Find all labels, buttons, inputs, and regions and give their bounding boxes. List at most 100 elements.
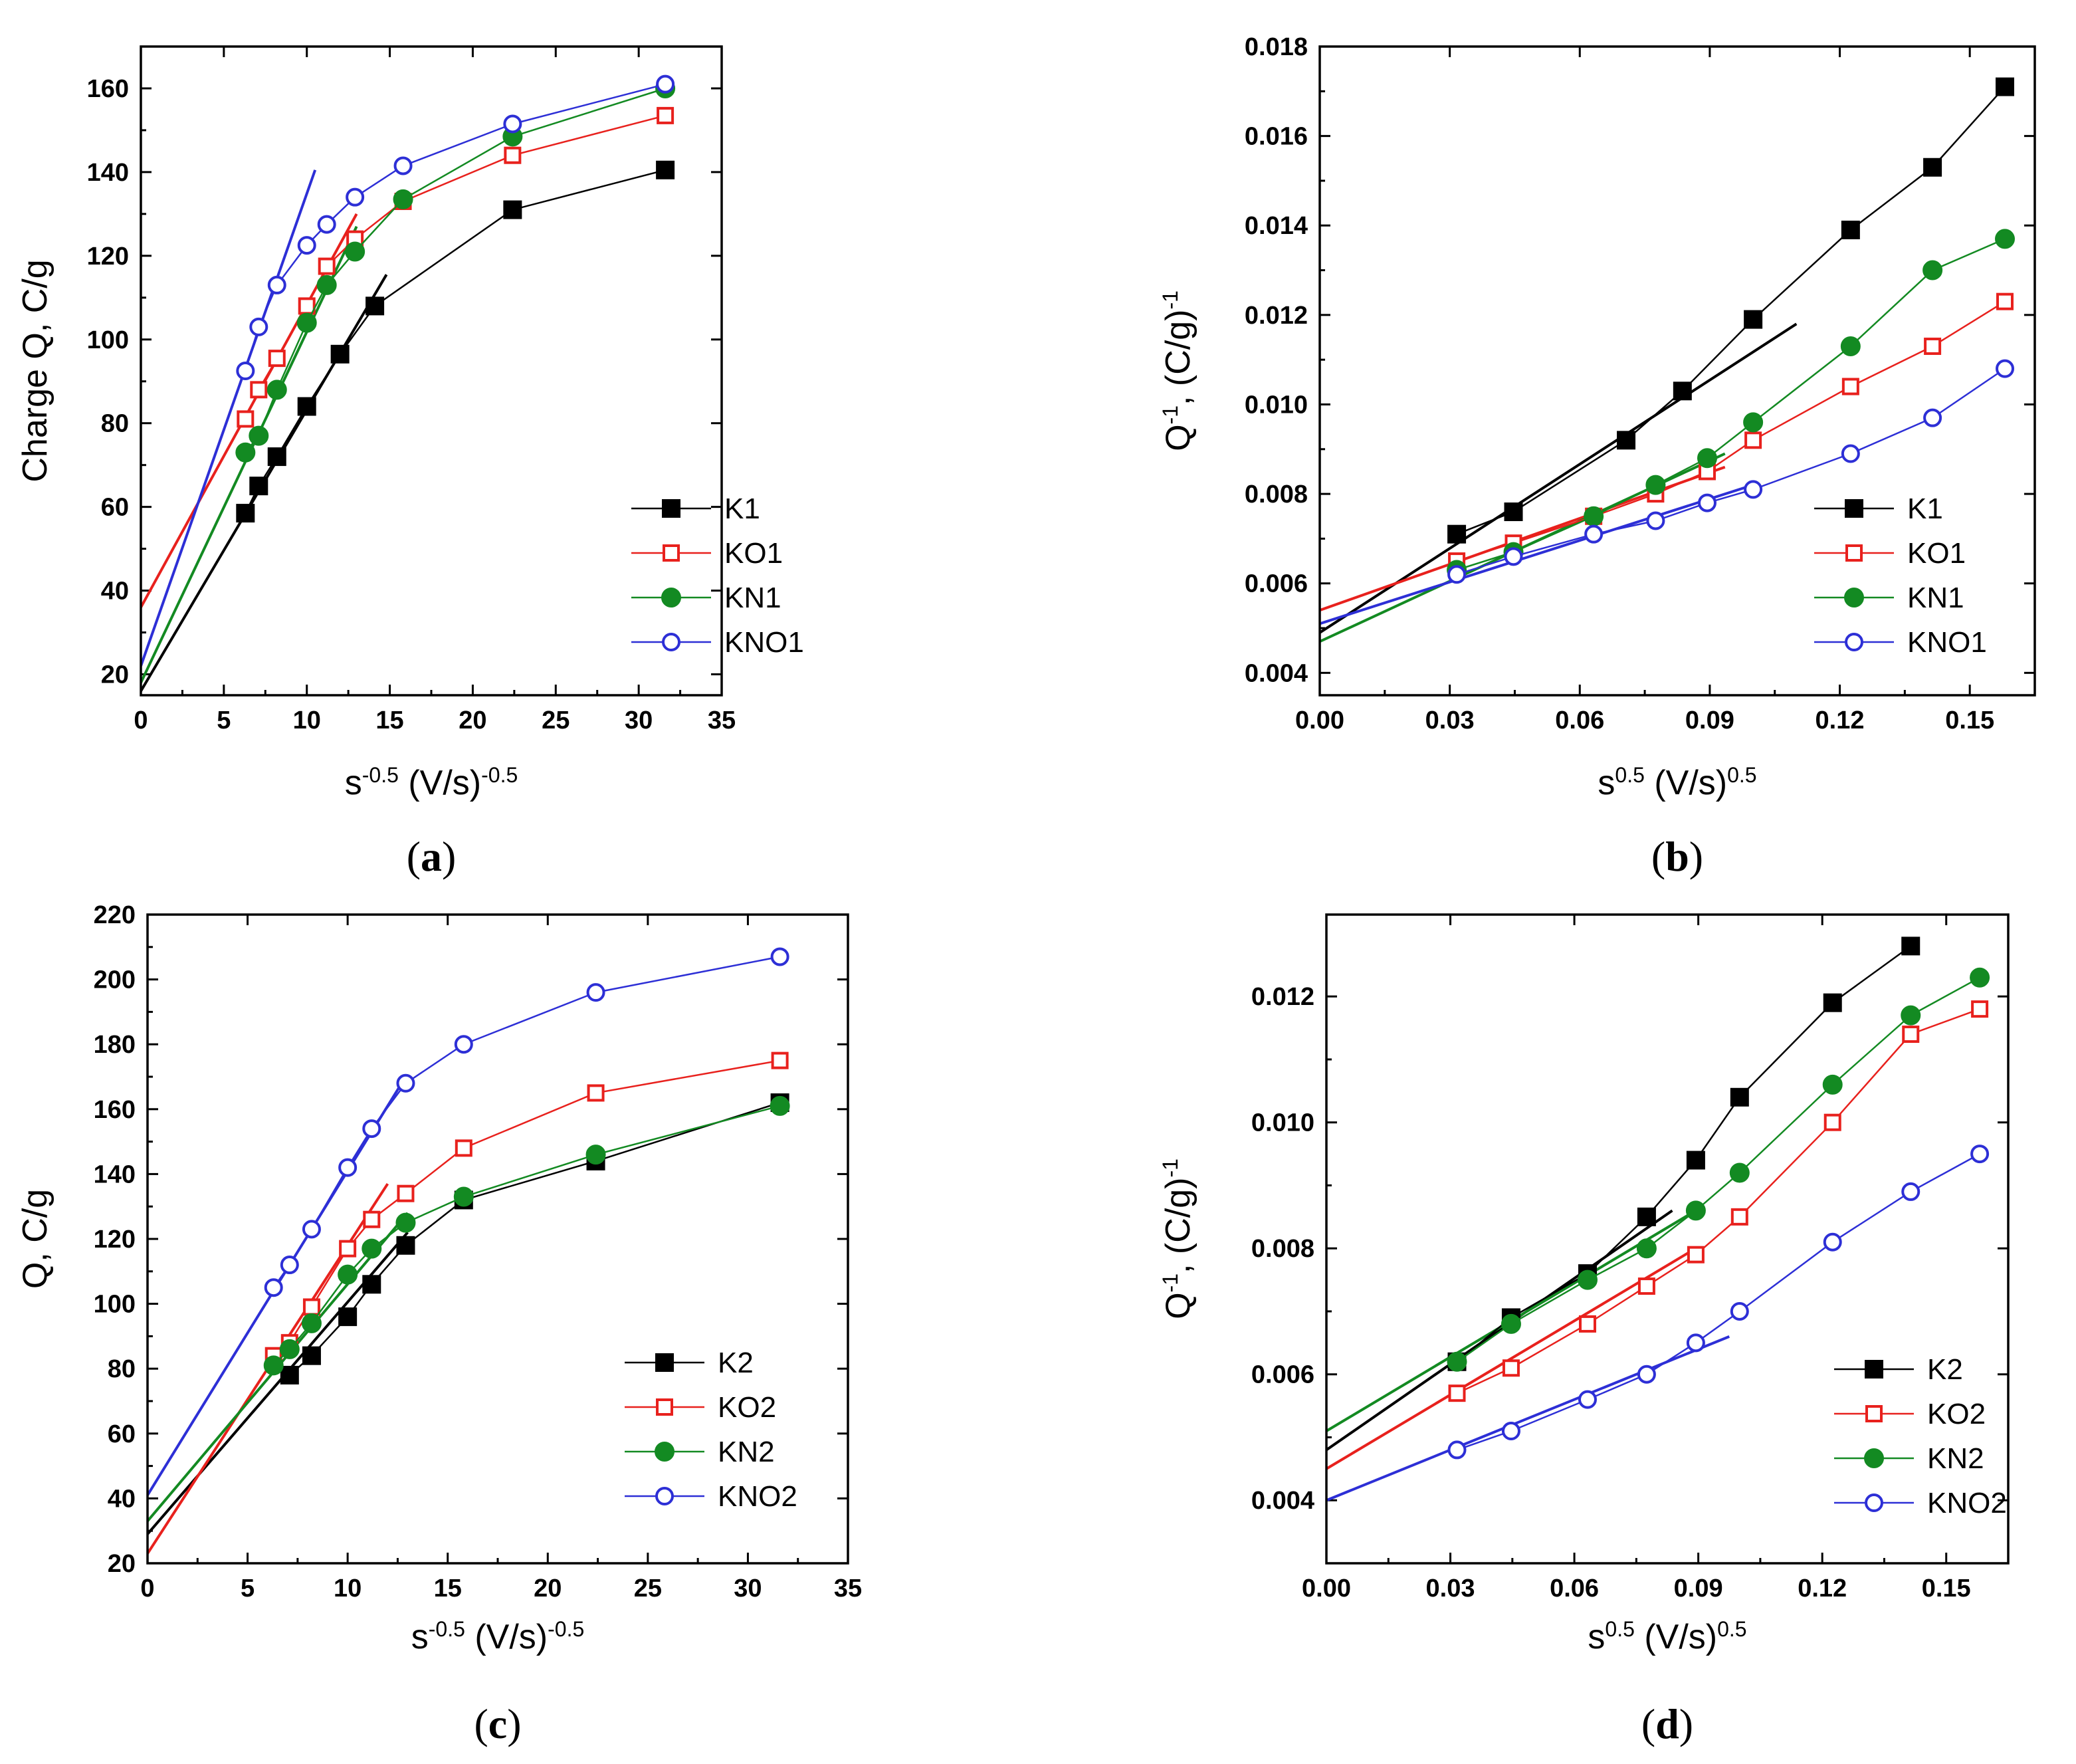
data-point-kn2 [279,1339,300,1359]
data-point-k1 [656,160,675,179]
series-kno2 [1447,1145,1990,1460]
y-tick-label: 140 [87,159,129,187]
data-point-ko1 [1841,378,1859,395]
y-axis-title-part-1: -1 [1158,405,1182,424]
data-point-kno1 [249,317,268,336]
panel-label-open: ( [407,833,421,880]
data-point-k1 [267,447,286,467]
panel-label-open: ( [474,1700,488,1747]
data-point-ko1 [657,106,675,124]
legend: K2 KO2 KN2 KNO2 [625,1347,797,1513]
panel-d: 0.00 0.03 0.06 0.09 0.12 0.15 0.004 0.006 0.008 0… [1156,904,2043,1747]
data-point-kno1 [503,114,522,134]
data-point-ko1 [298,297,316,315]
x-tick-label: 0.09 [1674,1575,1723,1602]
x-axis-title: s-0.5 (V/s)-0.5 [345,763,518,802]
y-tick-label: 180 [94,1031,136,1059]
y-tick-label: 0.012 [1245,302,1308,330]
legend-marker [1845,499,1863,518]
legend-marker [1864,1448,1884,1468]
data-point-kno2 [1730,1301,1749,1321]
plot-frame [1325,913,2010,1565]
x-tick-label: 20 [459,707,486,734]
y-tick-label: 60 [101,494,129,522]
legend-label: K2 [718,1347,754,1379]
legend-marker [656,1398,673,1416]
data-point-ko2 [1578,1315,1596,1333]
x-axis-title-part-3: 0.5 [1727,763,1756,787]
panel-background [1156,10,2043,818]
x-tick-label: 5 [241,1575,255,1602]
data-point-kn2 [585,1145,606,1165]
panel-label: (d) [1641,1700,1693,1747]
data-point-k2 [1901,937,1920,956]
data-point-kno1 [1646,511,1665,530]
legend-label: KO1 [1907,537,1966,570]
series-kn1 [1447,229,2016,580]
data-point-kno1 [1447,565,1467,584]
series-kno2 [264,947,789,1297]
data-point-ko2 [363,1210,381,1228]
legend-label: KNO2 [718,1480,797,1513]
legend-marker [1845,544,1863,562]
y-tick-label: 100 [94,1291,136,1319]
data-point-kno2 [396,1073,415,1093]
y-axis-title-part-1: -1 [1158,1273,1182,1292]
legend-label: K2 [1927,1353,1963,1386]
data-point-k1 [1673,382,1692,401]
data-point-kno1 [1697,493,1716,512]
y-tick-label: 0.006 [1245,570,1308,598]
fit-line-kno1 [141,169,317,667]
y-tick-label: 220 [94,901,136,929]
x-tick-label: 0.03 [1425,707,1475,734]
legend-label: KN2 [718,1436,775,1468]
panel-label-close: ) [442,833,456,880]
data-point-kno2 [1970,1145,1990,1164]
y-tick-label: 0.004 [1251,1487,1314,1515]
data-point-kno1 [317,215,336,234]
data-point-kno1 [346,187,365,207]
data-point-kn1 [1743,412,1764,433]
data-point-k1 [1617,431,1636,450]
panel-label: (c) [474,1700,521,1747]
data-point-kno1 [297,236,316,255]
data-point-k1 [297,397,316,416]
y-tick-label: 0.008 [1251,1235,1314,1263]
data-point-k1 [1996,77,2015,96]
data-point-kn1 [1697,448,1717,469]
x-axis-title: s0.5 (V/s)0.5 [1598,763,1756,802]
data-point-kno1 [1584,524,1604,544]
series-k1 [236,160,675,523]
x-tick-label: 15 [434,1575,462,1602]
x-axis-title: s-0.5 (V/s)-0.5 [411,1617,585,1656]
data-point-ko2 [455,1139,472,1157]
legend-label: KNO1 [1907,626,1987,659]
data-point-kn2 [1729,1162,1750,1183]
data-point-kno2 [1686,1333,1705,1353]
x-axis-title-part-1: -0.5 [362,763,399,787]
data-point-ko1 [318,257,336,275]
data-point-k2 [1823,993,1842,1012]
legend-label: K1 [724,493,760,525]
data-point-kno1 [267,275,286,294]
data-point-kn1 [1922,260,1943,280]
plot-frame [1318,45,2036,697]
x-axis-title-part-2: (V/s) [1645,764,1727,802]
series-kn2 [1447,967,1990,1372]
legend-label: KO2 [718,1391,776,1424]
x-axis-title-part-1: 0.5 [1605,1617,1634,1641]
panel-label-open: ( [1651,833,1665,880]
x-tick-label: 0 [134,707,148,734]
data-point-kn1 [266,380,287,400]
data-point-kn2 [338,1264,358,1285]
data-point-kn1 [1840,336,1861,356]
panel-label-letter: a [421,833,442,880]
panel-label-letter: c [488,1700,507,1747]
data-point-kno1 [393,156,413,175]
x-tick-label: 25 [634,1575,662,1602]
x-tick-label: 10 [293,707,321,734]
panel-background [90,904,864,1665]
data-point-k2 [338,1307,358,1327]
data-point-kn2 [263,1355,284,1376]
data-point-k1 [236,504,255,523]
